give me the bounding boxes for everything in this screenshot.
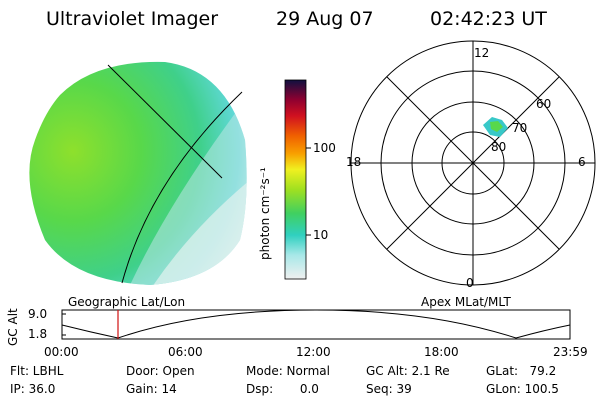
app-title: Ultraviolet Imager xyxy=(46,8,219,30)
y-tick-9: 9.0 xyxy=(28,307,48,321)
terminator-line xyxy=(121,91,243,284)
mlt-label-6: 6 xyxy=(578,155,586,169)
time-label: 02:42:23 UT xyxy=(430,8,547,30)
x-tick-1800: 18:00 xyxy=(424,345,459,359)
status-seq: Seq: 39 xyxy=(366,382,412,396)
x-tick-2359: 23:59 xyxy=(553,345,588,359)
colorbar-tick-100: 100 xyxy=(313,141,336,155)
lat-label-60: 60 xyxy=(536,97,552,111)
status-gc-alt: GC Alt: 2.1 Re xyxy=(366,364,450,378)
status-door: Door: Open xyxy=(126,364,195,378)
mlt-label-12: 12 xyxy=(474,46,490,60)
timeline-left-label: Geographic Lat/Lon xyxy=(68,295,186,309)
status-mode: Mode: Normal xyxy=(246,364,330,378)
x-tick-1200: 12:00 xyxy=(296,345,331,359)
status-ip: IP: 36.0 xyxy=(10,382,56,396)
polar-plot xyxy=(350,40,596,286)
x-tick-0000: 00:00 xyxy=(44,345,79,359)
lat-label-70: 70 xyxy=(512,121,528,135)
status-glat: GLat: 79.2 xyxy=(486,364,557,378)
auroral-spot-core xyxy=(490,121,503,132)
timeline-right-label: Apex MLat/MLT xyxy=(421,295,511,309)
colorbar-tick-10: 10 xyxy=(313,228,329,242)
uv-image-disk xyxy=(29,61,247,285)
colorbar xyxy=(284,79,311,280)
x-tick-0600: 06:00 xyxy=(168,345,203,359)
orbit-altitude-curve xyxy=(61,309,571,339)
mlt-label-18: 18 xyxy=(346,155,362,169)
mlt-label-0: 0 xyxy=(466,276,474,290)
colorbar-unit-label: photon cm⁻²s⁻¹ xyxy=(258,167,272,260)
timeline-axis-title: GC Alt xyxy=(6,308,20,346)
date-label: 29 Aug 07 xyxy=(276,8,374,30)
timeline-panel xyxy=(61,309,571,340)
lat-label-80: 80 xyxy=(491,140,507,154)
status-gain: Gain: 14 xyxy=(126,382,177,396)
status-glon: GLon: 100.5 xyxy=(486,382,559,396)
status-flt: Flt: LBHL xyxy=(10,364,64,378)
status-dsp: Dsp: 0.0 xyxy=(246,382,319,396)
grid-line xyxy=(107,64,223,179)
y-tick-1-8: 1.8 xyxy=(28,327,48,341)
